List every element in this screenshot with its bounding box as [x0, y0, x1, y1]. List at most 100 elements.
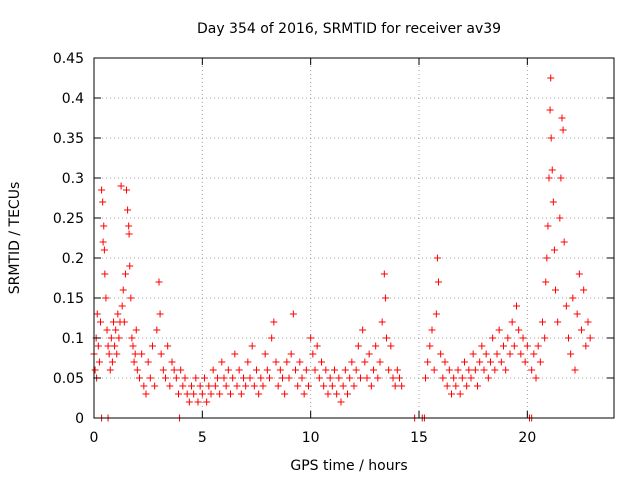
data-point	[573, 310, 581, 318]
data-point	[203, 398, 211, 406]
data-point	[484, 374, 492, 382]
data-point	[126, 262, 134, 270]
grid-lines	[94, 58, 614, 418]
data-point	[123, 186, 130, 194]
data-point	[244, 358, 252, 366]
data-point	[569, 294, 577, 302]
data-point	[508, 318, 516, 326]
data-point	[307, 334, 315, 342]
data-point	[517, 350, 525, 358]
data-point	[539, 318, 546, 326]
data-point	[231, 350, 239, 358]
data-point	[103, 326, 111, 334]
data-point	[352, 366, 360, 374]
data-point	[281, 390, 289, 398]
data-point	[205, 382, 213, 390]
data-point	[441, 358, 449, 366]
data-point	[557, 174, 565, 182]
x-tick-label: 0	[90, 430, 99, 446]
data-point	[128, 334, 136, 342]
data-point	[149, 342, 156, 350]
data-point	[396, 374, 403, 382]
data-point	[313, 342, 321, 350]
data-point	[424, 358, 432, 366]
data-point	[261, 350, 269, 358]
data-point	[142, 390, 150, 398]
data-point	[544, 222, 552, 230]
data-point	[315, 374, 323, 382]
data-point	[99, 198, 107, 206]
data-point	[562, 302, 570, 310]
y-tick-label: 0.35	[53, 131, 84, 147]
data-point	[374, 374, 382, 382]
data-point	[107, 334, 115, 342]
data-point	[130, 358, 138, 366]
data-point	[495, 326, 503, 334]
data-point	[192, 374, 200, 382]
data-point	[532, 374, 540, 382]
data-point	[172, 374, 180, 382]
data-point	[155, 278, 163, 286]
data-point	[104, 342, 112, 350]
data-point	[100, 222, 108, 230]
data-point	[144, 358, 152, 366]
data-point	[450, 374, 458, 382]
data-point	[218, 358, 226, 366]
chart-title: Day 354 of 2016, SRMTID for receiver av3…	[197, 21, 501, 37]
data-point	[322, 366, 330, 374]
data-point	[246, 374, 254, 382]
data-point	[510, 342, 518, 350]
data-point	[376, 358, 384, 366]
data-point	[543, 254, 551, 262]
data-point	[385, 366, 393, 374]
data-point	[463, 382, 471, 390]
data-point	[365, 350, 373, 358]
data-point	[127, 294, 135, 302]
data-point	[259, 382, 267, 390]
data-point	[383, 334, 390, 342]
data-point	[398, 382, 406, 390]
data-point	[159, 366, 167, 374]
data-point	[214, 374, 221, 382]
data-point	[565, 334, 572, 342]
data-point	[222, 382, 230, 390]
data-point	[168, 358, 176, 366]
data-point	[381, 294, 389, 302]
data-point	[546, 106, 554, 114]
data-point	[121, 270, 129, 278]
data-point	[547, 134, 555, 142]
x-tick-label: 10	[302, 430, 320, 446]
data-point	[391, 382, 399, 390]
data-point	[170, 366, 178, 374]
data-point	[378, 318, 386, 326]
data-point	[491, 366, 499, 374]
data-point	[320, 382, 328, 390]
data-point	[224, 366, 232, 374]
data-point	[112, 326, 120, 334]
data-point	[235, 366, 243, 374]
data-point	[100, 246, 108, 254]
data-point	[98, 186, 106, 194]
data-points	[90, 74, 594, 422]
data-point	[177, 366, 185, 374]
data-point	[110, 318, 117, 326]
data-point	[119, 286, 127, 294]
data-point	[502, 366, 510, 374]
data-point	[432, 310, 440, 318]
data-point	[482, 350, 490, 358]
data-point	[183, 390, 191, 398]
data-point	[289, 310, 297, 318]
plot-frame	[93, 57, 615, 419]
data-point	[452, 382, 460, 390]
data-point	[361, 358, 369, 366]
data-point	[146, 374, 154, 382]
data-point	[430, 366, 438, 374]
data-point	[506, 350, 514, 358]
data-point	[162, 374, 169, 382]
data-point	[519, 334, 527, 342]
data-point	[263, 366, 271, 374]
data-point	[285, 374, 293, 382]
data-point	[469, 350, 477, 358]
data-point	[550, 246, 558, 254]
data-point	[266, 374, 273, 382]
